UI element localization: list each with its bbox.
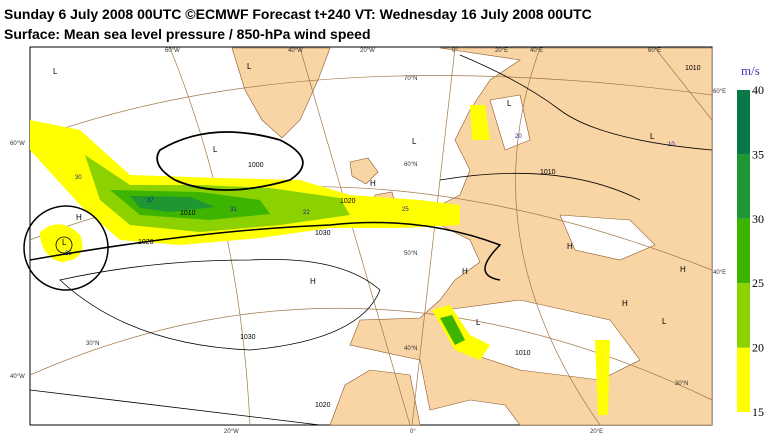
- graticule-label: 30°N: [675, 381, 688, 387]
- isobar-label: 1010: [685, 65, 701, 72]
- pressure-center: L: [62, 238, 67, 247]
- isobar-label: 1020: [315, 402, 331, 409]
- isobar: [29, 221, 502, 281]
- graticule: [29, 47, 713, 426]
- isobar: [439, 172, 641, 201]
- graticule-label: 70°N: [404, 76, 417, 82]
- wind-label: 25: [402, 207, 409, 213]
- isobar-label: 1020: [340, 198, 356, 205]
- isobar-label: 1020: [138, 239, 154, 246]
- pressure-center: H: [310, 277, 316, 286]
- colorbar-band: [737, 283, 750, 348]
- graticule-label: 40°E: [713, 270, 726, 276]
- graticule-label: 0°: [410, 429, 416, 435]
- colorbar: m/s 15 20 25 30 35 40: [737, 63, 764, 419]
- wind-label: 30: [75, 175, 82, 181]
- isobars: [23, 54, 713, 426]
- pressure-center: H: [567, 242, 573, 251]
- eurasia-africa: [349, 47, 713, 426]
- pressure-center: L: [476, 318, 481, 327]
- graticule-label: 40°N: [404, 346, 417, 352]
- graticule-label: 60°E: [648, 48, 661, 54]
- graticule-label: 60°W: [165, 48, 180, 54]
- north-africa-west: [329, 369, 421, 426]
- isobar-label: 1030: [315, 230, 331, 237]
- wind-label: 22: [303, 210, 310, 216]
- graticule-label: 40°E: [530, 48, 543, 54]
- colorbar-tick-label: 25: [752, 276, 764, 290]
- isobar: [59, 259, 381, 351]
- pressure-center: H: [462, 267, 468, 276]
- title: Sunday 6 July 2008 00UTC ©ECMWF Forecast…: [4, 6, 592, 22]
- baltic: [489, 94, 531, 151]
- graticule-label: 0°: [452, 48, 458, 54]
- isobar-label: 1010: [180, 210, 196, 217]
- graticule-label: 40°W: [10, 374, 25, 380]
- graticule-label: 60°E: [713, 89, 726, 95]
- pressure-center: H: [622, 299, 628, 308]
- isobar-label: 1010: [515, 350, 531, 357]
- graticule-label: 20°E: [590, 429, 603, 435]
- colorbar-tick-label: 35: [752, 147, 764, 161]
- colorbar-tick-label: 30: [752, 212, 764, 226]
- graticule-label: 40°W: [288, 48, 303, 54]
- isobar: [29, 389, 321, 426]
- pressure-center: L: [213, 145, 218, 154]
- parallel: [29, 307, 713, 401]
- colorbar-band: [737, 218, 750, 284]
- graticule-label: 20°E: [495, 48, 508, 54]
- colorbar-tick-label: 40: [752, 83, 764, 97]
- graticule-label: 60°N: [404, 162, 417, 168]
- pressure-center: L: [650, 132, 655, 141]
- pressure-center: H: [76, 213, 82, 222]
- wind-label: 31: [230, 207, 237, 213]
- colorbar-band: [737, 90, 750, 155]
- graticule-label: 30°N: [86, 341, 99, 347]
- colorbar-unit: m/s: [741, 63, 760, 78]
- wind-30: [130, 196, 215, 212]
- isobar: [156, 131, 304, 191]
- isobar-label: 1030: [240, 334, 256, 341]
- pressure-center: L: [507, 99, 512, 108]
- inland-seas: [444, 94, 656, 381]
- isobar-label: 1010: [540, 169, 556, 176]
- pressure-center: H: [680, 265, 686, 274]
- isobar: [55, 236, 73, 254]
- colorbar-band: [737, 154, 750, 219]
- map: LLLLLLHHLHHHHLHL101010101000101010201020…: [10, 46, 726, 435]
- pressure-center: L: [412, 137, 417, 146]
- isobar: [459, 54, 713, 151]
- parallel: [29, 75, 713, 141]
- pressure-center: H: [370, 179, 376, 188]
- meridian: [515, 47, 601, 426]
- pressure-center: L: [247, 62, 252, 71]
- meridian: [299, 47, 411, 426]
- greenland: [231, 47, 331, 139]
- wind-15: [595, 340, 610, 415]
- colorbar-band: [737, 347, 750, 412]
- graticule-label: 50°N: [404, 251, 417, 257]
- graticule-label: 20°W: [360, 48, 375, 54]
- iceland: [349, 157, 379, 185]
- pressure-center: L: [662, 317, 667, 326]
- graticule-label: 60°W: [10, 141, 25, 147]
- wind-label: 10: [668, 142, 675, 148]
- colorbar-tick-label: 20: [752, 341, 764, 355]
- wind-label: 20: [515, 134, 522, 140]
- wind-25: [440, 315, 465, 345]
- wind-label: 25: [65, 251, 72, 257]
- subtitle: Surface: Mean sea level pressure / 850-h…: [4, 26, 371, 42]
- wind-shading: [30, 105, 610, 415]
- colorbar-tick-label: 15: [752, 405, 764, 419]
- pressure-center: L: [53, 67, 58, 76]
- graticule-label: 20°W: [224, 429, 239, 435]
- meridian: [411, 47, 456, 426]
- meridian: [654, 47, 713, 121]
- isobar-label: 1000: [248, 162, 264, 169]
- wind-15: [470, 105, 490, 140]
- highlight-circle: [23, 205, 109, 291]
- wind-label: 37: [147, 198, 154, 204]
